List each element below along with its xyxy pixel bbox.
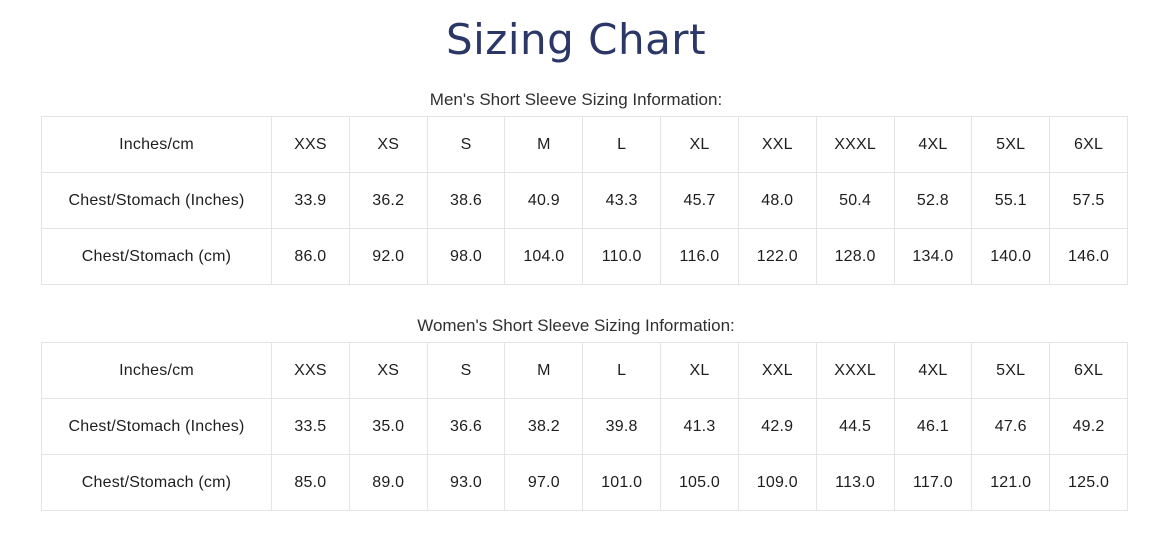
size-value-cell: 134.0 — [893, 228, 973, 285]
size-value-cell: 42.9 — [737, 398, 817, 455]
womens-table-subtitle: Women's Short Sleeve Sizing Information: — [417, 316, 735, 335]
size-value-cell: 128.0 — [815, 228, 895, 285]
header-cell-size: XXS — [271, 116, 350, 173]
header-cell-size: XXXL — [815, 116, 895, 173]
size-value-cell: 140.0 — [971, 228, 1051, 285]
header-cell-size: L — [582, 116, 662, 173]
size-value-cell: 55.1 — [971, 172, 1051, 229]
size-value-cell: 48.0 — [737, 172, 817, 229]
size-value-cell: 45.7 — [660, 172, 739, 229]
size-value-cell: 121.0 — [971, 454, 1051, 511]
header-cell-size: 5XL — [971, 116, 1051, 173]
size-value-cell: 122.0 — [737, 228, 817, 285]
size-value-cell: 110.0 — [582, 228, 662, 285]
mens-sizing-section: Men's Short Sleeve Sizing Information: I… — [0, 90, 1152, 285]
mens-table-subtitle: Men's Short Sleeve Sizing Information: — [429, 90, 723, 109]
size-value-cell: 33.9 — [271, 172, 350, 229]
size-value-cell: 35.0 — [348, 398, 428, 455]
size-value-cell: 38.2 — [504, 398, 584, 455]
page-title: Sizing Chart — [445, 15, 707, 64]
size-value-cell: 146.0 — [1049, 228, 1128, 285]
size-value-cell: 40.9 — [504, 172, 584, 229]
row-label-cell: Chest/Stomach (Inches) — [41, 398, 272, 455]
mens-sizing-table: Inches/cm XXS XS S M L XL XXL XXXL 4XL 5… — [41, 116, 1128, 285]
size-value-cell: 41.3 — [660, 398, 739, 455]
size-value-cell: 46.1 — [893, 398, 973, 455]
size-value-cell: 47.6 — [971, 398, 1051, 455]
row-label-cell: Chest/Stomach (Inches) — [41, 172, 272, 229]
size-value-cell: 86.0 — [271, 228, 350, 285]
womens-sizing-table: Inches/cm XXS XS S M L XL XXL XXXL 4XL 5… — [41, 342, 1128, 511]
size-value-cell: 49.2 — [1049, 398, 1128, 455]
size-value-cell: 98.0 — [426, 228, 506, 285]
size-value-cell: 44.5 — [815, 398, 895, 455]
header-cell-size: M — [504, 342, 584, 399]
size-value-cell: 89.0 — [348, 454, 428, 511]
size-value-cell: 104.0 — [504, 228, 584, 285]
table-row-inches: Chest/Stomach (Inches) 33.9 36.2 38.6 40… — [41, 172, 1128, 229]
size-value-cell: 93.0 — [426, 454, 506, 511]
size-value-cell: 50.4 — [815, 172, 895, 229]
size-value-cell: 117.0 — [893, 454, 973, 511]
size-value-cell: 101.0 — [582, 454, 662, 511]
size-value-cell: 116.0 — [660, 228, 739, 285]
size-value-cell: 125.0 — [1049, 454, 1128, 511]
header-cell-size: 6XL — [1049, 342, 1128, 399]
header-cell-size: XXL — [737, 342, 817, 399]
header-cell-size: S — [426, 342, 506, 399]
size-value-cell: 109.0 — [737, 454, 817, 511]
size-value-cell: 33.5 — [271, 398, 350, 455]
header-cell-size: 4XL — [893, 342, 973, 399]
table-row-cm: Chest/Stomach (cm) 85.0 89.0 93.0 97.0 1… — [41, 454, 1128, 511]
header-cell-size: XS — [348, 116, 428, 173]
table-row-cm: Chest/Stomach (cm) 86.0 92.0 98.0 104.0 … — [41, 228, 1128, 285]
row-label-cell: Chest/Stomach (cm) — [41, 228, 272, 285]
size-value-cell: 36.2 — [348, 172, 428, 229]
row-label-cell: Chest/Stomach (cm) — [41, 454, 272, 511]
womens-sizing-section: Women's Short Sleeve Sizing Information:… — [0, 316, 1152, 511]
header-row: Inches/cm XXS XS S M L XL XXL XXXL 4XL 5… — [41, 116, 1128, 173]
header-cell-label: Inches/cm — [41, 342, 272, 399]
header-row: Inches/cm XXS XS S M L XL XXL XXXL 4XL 5… — [41, 342, 1128, 399]
table-row-inches: Chest/Stomach (Inches) 33.5 35.0 36.6 38… — [41, 398, 1128, 455]
size-value-cell: 38.6 — [426, 172, 506, 229]
header-cell-label: Inches/cm — [41, 116, 272, 173]
header-cell-size: XXXL — [815, 342, 895, 399]
size-value-cell: 39.8 — [582, 398, 662, 455]
size-value-cell: 97.0 — [504, 454, 584, 511]
size-value-cell: 57.5 — [1049, 172, 1128, 229]
header-cell-size: XS — [348, 342, 428, 399]
size-value-cell: 36.6 — [426, 398, 506, 455]
header-cell-size: S — [426, 116, 506, 173]
size-value-cell: 43.3 — [582, 172, 662, 229]
header-cell-size: XL — [660, 116, 739, 173]
size-value-cell: 52.8 — [893, 172, 973, 229]
header-cell-size: 6XL — [1049, 116, 1128, 173]
size-value-cell: 105.0 — [660, 454, 739, 511]
header-cell-size: 4XL — [893, 116, 973, 173]
size-value-cell: 113.0 — [815, 454, 895, 511]
header-cell-size: XXL — [737, 116, 817, 173]
header-cell-size: 5XL — [971, 342, 1051, 399]
header-cell-size: M — [504, 116, 584, 173]
header-cell-size: XXS — [271, 342, 350, 399]
header-cell-size: L — [582, 342, 662, 399]
size-value-cell: 85.0 — [271, 454, 350, 511]
header-cell-size: XL — [660, 342, 739, 399]
size-value-cell: 92.0 — [348, 228, 428, 285]
